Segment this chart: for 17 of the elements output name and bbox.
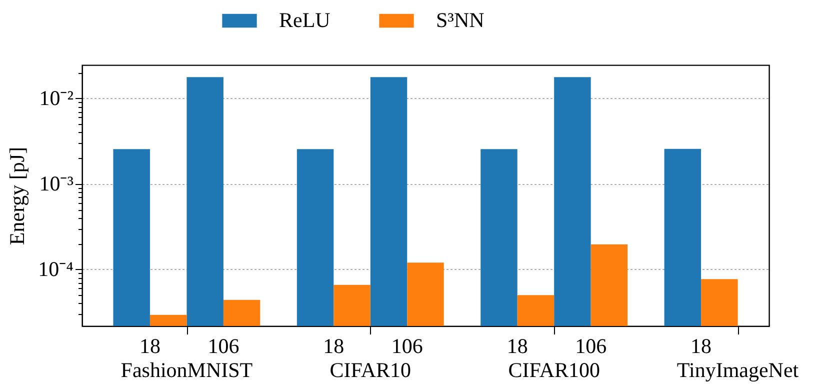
y-tick-label: 10⁻³ <box>39 171 74 196</box>
y-axis-title: Energy [pJ] <box>5 146 30 246</box>
x-tick-label: 106 <box>208 334 240 358</box>
x-tick-label: 106 <box>391 334 423 358</box>
legend-label: ReLU <box>279 8 330 32</box>
text: TinyImageNet <box>676 358 799 382</box>
x-tick-label: 18 <box>690 334 712 358</box>
text: CIFAR100 <box>508 358 600 382</box>
x-tick-label: 18 <box>139 334 160 358</box>
text: FashionMNIST <box>120 358 253 382</box>
y-tick-label: 10⁻⁴ <box>38 256 74 281</box>
y-tick-label: 10⁻² <box>39 86 74 110</box>
x-tick-label: 18 <box>506 334 528 358</box>
x-tick-label: 18 <box>323 334 344 358</box>
text: CIFAR10 <box>330 358 412 382</box>
legend-label: S³NN <box>436 8 484 32</box>
x-tick-label: 106 <box>575 334 607 358</box>
